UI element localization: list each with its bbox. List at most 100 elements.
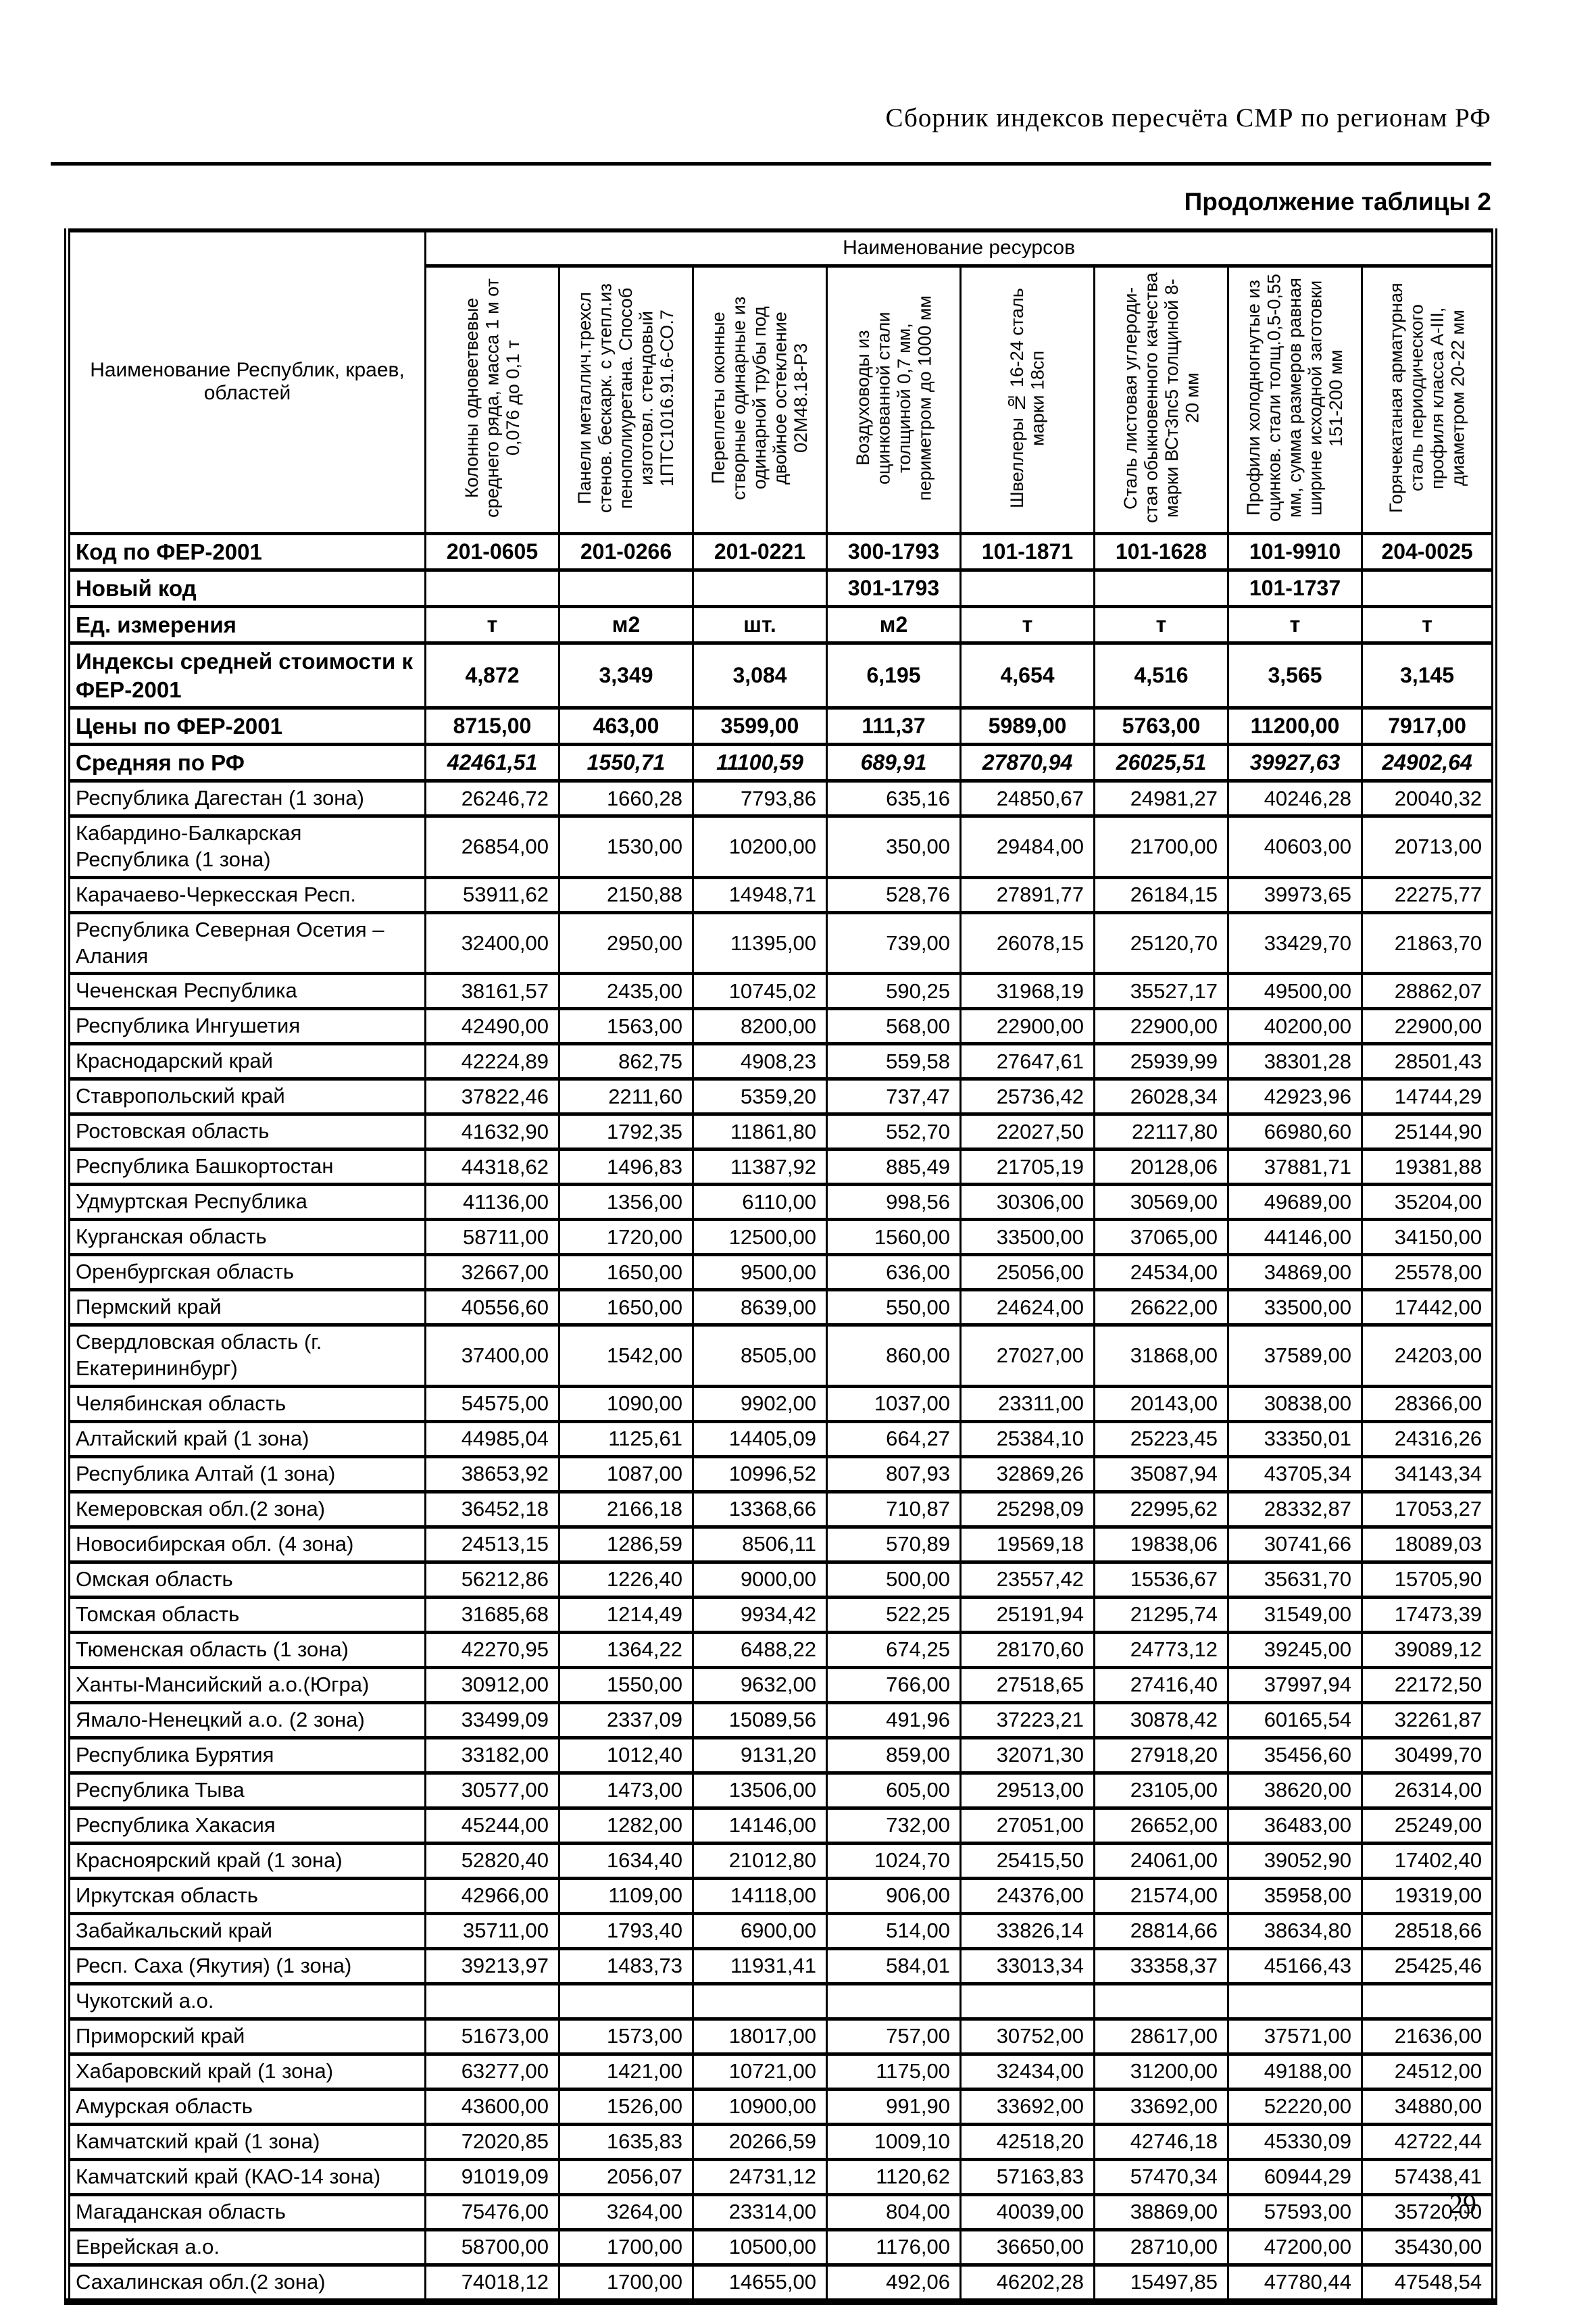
table-row: Карачаево-Черкесская Респ. 53911,62 2150,8… bbox=[66, 875, 1496, 914]
column-header-text: Горячекатаная арматурная сталь периодиче… bbox=[1386, 282, 1468, 513]
cell: 605,00 bbox=[826, 1771, 962, 1810]
cell: 11931,41 bbox=[692, 1946, 828, 1985]
column-header-text: Панели металлич.трехсл стенов. бескарк. … bbox=[574, 282, 678, 513]
cell: 35456,60 bbox=[1227, 1735, 1363, 1775]
cell: 38161,57 bbox=[424, 972, 560, 1011]
cell: 12500,00 bbox=[692, 1218, 828, 1257]
cell: 1037,00 bbox=[826, 1384, 962, 1423]
cell: 45244,00 bbox=[424, 1806, 560, 1845]
cell: 757,00 bbox=[826, 2017, 962, 2056]
cell: 30569,00 bbox=[1093, 1183, 1229, 1222]
cell: 63277,00 bbox=[424, 2052, 560, 2091]
cell: 23557,42 bbox=[959, 1560, 1095, 1599]
cell: 33350,01 bbox=[1227, 1419, 1363, 1458]
cell: 1550,00 bbox=[558, 1665, 694, 1704]
row-label: Приморский край bbox=[66, 2017, 426, 2056]
cell: 1109,00 bbox=[558, 1876, 694, 1915]
cell: 37881,71 bbox=[1227, 1147, 1363, 1187]
cell: 37400,00 bbox=[424, 1323, 560, 1388]
cell: 26246,72 bbox=[424, 779, 560, 818]
cell: 37223,21 bbox=[959, 1700, 1095, 1739]
cell: 14948,71 bbox=[692, 875, 828, 914]
cell: 35711,00 bbox=[424, 1911, 560, 1950]
cell: 24902,64 bbox=[1360, 742, 1496, 783]
cell: 13506,00 bbox=[692, 1771, 828, 1810]
cell: 528,76 bbox=[826, 875, 962, 914]
row-label: Ед. измерения bbox=[66, 604, 426, 645]
cell: 27891,77 bbox=[959, 875, 1095, 914]
cell: 2150,88 bbox=[558, 875, 694, 914]
row-label: Хабаровский край (1 зона) bbox=[66, 2052, 426, 2091]
cell: 862,75 bbox=[558, 1042, 694, 1081]
cell: 732,00 bbox=[826, 1806, 962, 1845]
cell bbox=[826, 1981, 962, 2021]
cell: 10745,02 bbox=[692, 972, 828, 1011]
cell: 33499,09 bbox=[424, 1700, 560, 1739]
cell: 37589,00 bbox=[1227, 1323, 1363, 1388]
cell: 301-1793 bbox=[826, 568, 962, 609]
table-row: Республика Алтай (1 зона) 38653,92 1087,00… bbox=[66, 1454, 1496, 1494]
cell: 34869,00 bbox=[1227, 1253, 1363, 1292]
cell: 15705,90 bbox=[1360, 1560, 1496, 1599]
cell: 1720,00 bbox=[558, 1218, 694, 1257]
cell: 27918,20 bbox=[1093, 1735, 1229, 1775]
cell: 204-0025 bbox=[1360, 531, 1496, 572]
column-header: Воздуховоды из оцинкованной стали толщин… bbox=[826, 264, 962, 535]
cell: шт. bbox=[692, 604, 828, 645]
cell: 1090,00 bbox=[558, 1384, 694, 1423]
cell: 111,37 bbox=[826, 706, 962, 747]
row-label: Индексы средней стоимости к ФЕР-2001 bbox=[66, 641, 426, 710]
cell: 37822,46 bbox=[424, 1077, 560, 1116]
cell: м2 bbox=[826, 604, 962, 645]
cell: 28814,66 bbox=[1093, 1911, 1229, 1950]
cell: 2166,18 bbox=[558, 1489, 694, 1529]
cell: 18089,03 bbox=[1360, 1525, 1496, 1564]
table-row: Приморский край 51673,00 1573,00 18017,00 75… bbox=[66, 2017, 1496, 2056]
cell: 10721,00 bbox=[692, 2052, 828, 2091]
cell: 44146,00 bbox=[1227, 1218, 1363, 1257]
cell: 47780,44 bbox=[1227, 2263, 1363, 2304]
cell: 807,93 bbox=[826, 1454, 962, 1494]
cell: 36483,00 bbox=[1227, 1806, 1363, 1845]
row-label: Сахалинская обл.(2 зона) bbox=[66, 2263, 426, 2304]
cell: 859,00 bbox=[826, 1735, 962, 1775]
cell: 57593,00 bbox=[1227, 2192, 1363, 2231]
cell: 804,00 bbox=[826, 2192, 962, 2231]
row-label: Новосибирская обл. (4 зона) bbox=[66, 1525, 426, 1564]
cell: 74018,12 bbox=[424, 2263, 560, 2304]
cell: 35204,00 bbox=[1360, 1183, 1496, 1222]
row-label: Иркутская область bbox=[66, 1876, 426, 1915]
cell: т bbox=[1093, 604, 1229, 645]
cell: 27870,94 bbox=[959, 742, 1095, 783]
cell: 54575,00 bbox=[424, 1384, 560, 1423]
cell: 101-1628 bbox=[1093, 531, 1229, 572]
cell: 25191,94 bbox=[959, 1595, 1095, 1634]
cell: 9131,20 bbox=[692, 1735, 828, 1775]
cell: 26028,34 bbox=[1093, 1077, 1229, 1116]
cell: 24773,12 bbox=[1093, 1630, 1229, 1669]
cell: 998,56 bbox=[826, 1183, 962, 1222]
cell: 40200,00 bbox=[1227, 1007, 1363, 1046]
cell: 4,516 bbox=[1093, 641, 1229, 710]
cell: 9000,00 bbox=[692, 1560, 828, 1599]
cell: 33429,70 bbox=[1227, 910, 1363, 976]
cell: 47548,54 bbox=[1360, 2263, 1496, 2304]
table-row: Чукотский а.о. bbox=[66, 1981, 1496, 2021]
cell: 570,89 bbox=[826, 1525, 962, 1564]
cell: 23314,00 bbox=[692, 2192, 828, 2231]
table-row: Ед. измерения т м2 шт. м2 т т т т bbox=[66, 604, 1496, 645]
row-label: Республика Алтай (1 зона) bbox=[66, 1454, 426, 1494]
cell: 860,00 bbox=[826, 1323, 962, 1388]
cell: 3264,00 bbox=[558, 2192, 694, 2231]
row-label: Республика Башкортостан bbox=[66, 1147, 426, 1187]
cell: 8715,00 bbox=[424, 706, 560, 747]
table-row: Тюменская область (1 зона) 42270,95 1364,2… bbox=[66, 1630, 1496, 1669]
row-label: Красноярский край (1 зона) bbox=[66, 1841, 426, 1880]
cell: 38869,00 bbox=[1093, 2192, 1229, 2231]
cell: 21636,00 bbox=[1360, 2017, 1496, 2056]
cell: 18017,00 bbox=[692, 2017, 828, 2056]
cell: 27027,00 bbox=[959, 1323, 1095, 1388]
cell: 1563,00 bbox=[558, 1007, 694, 1046]
cell: 24376,00 bbox=[959, 1876, 1095, 1915]
column-header: Панели металлич.трехсл стенов. бескарк. … bbox=[558, 264, 694, 535]
